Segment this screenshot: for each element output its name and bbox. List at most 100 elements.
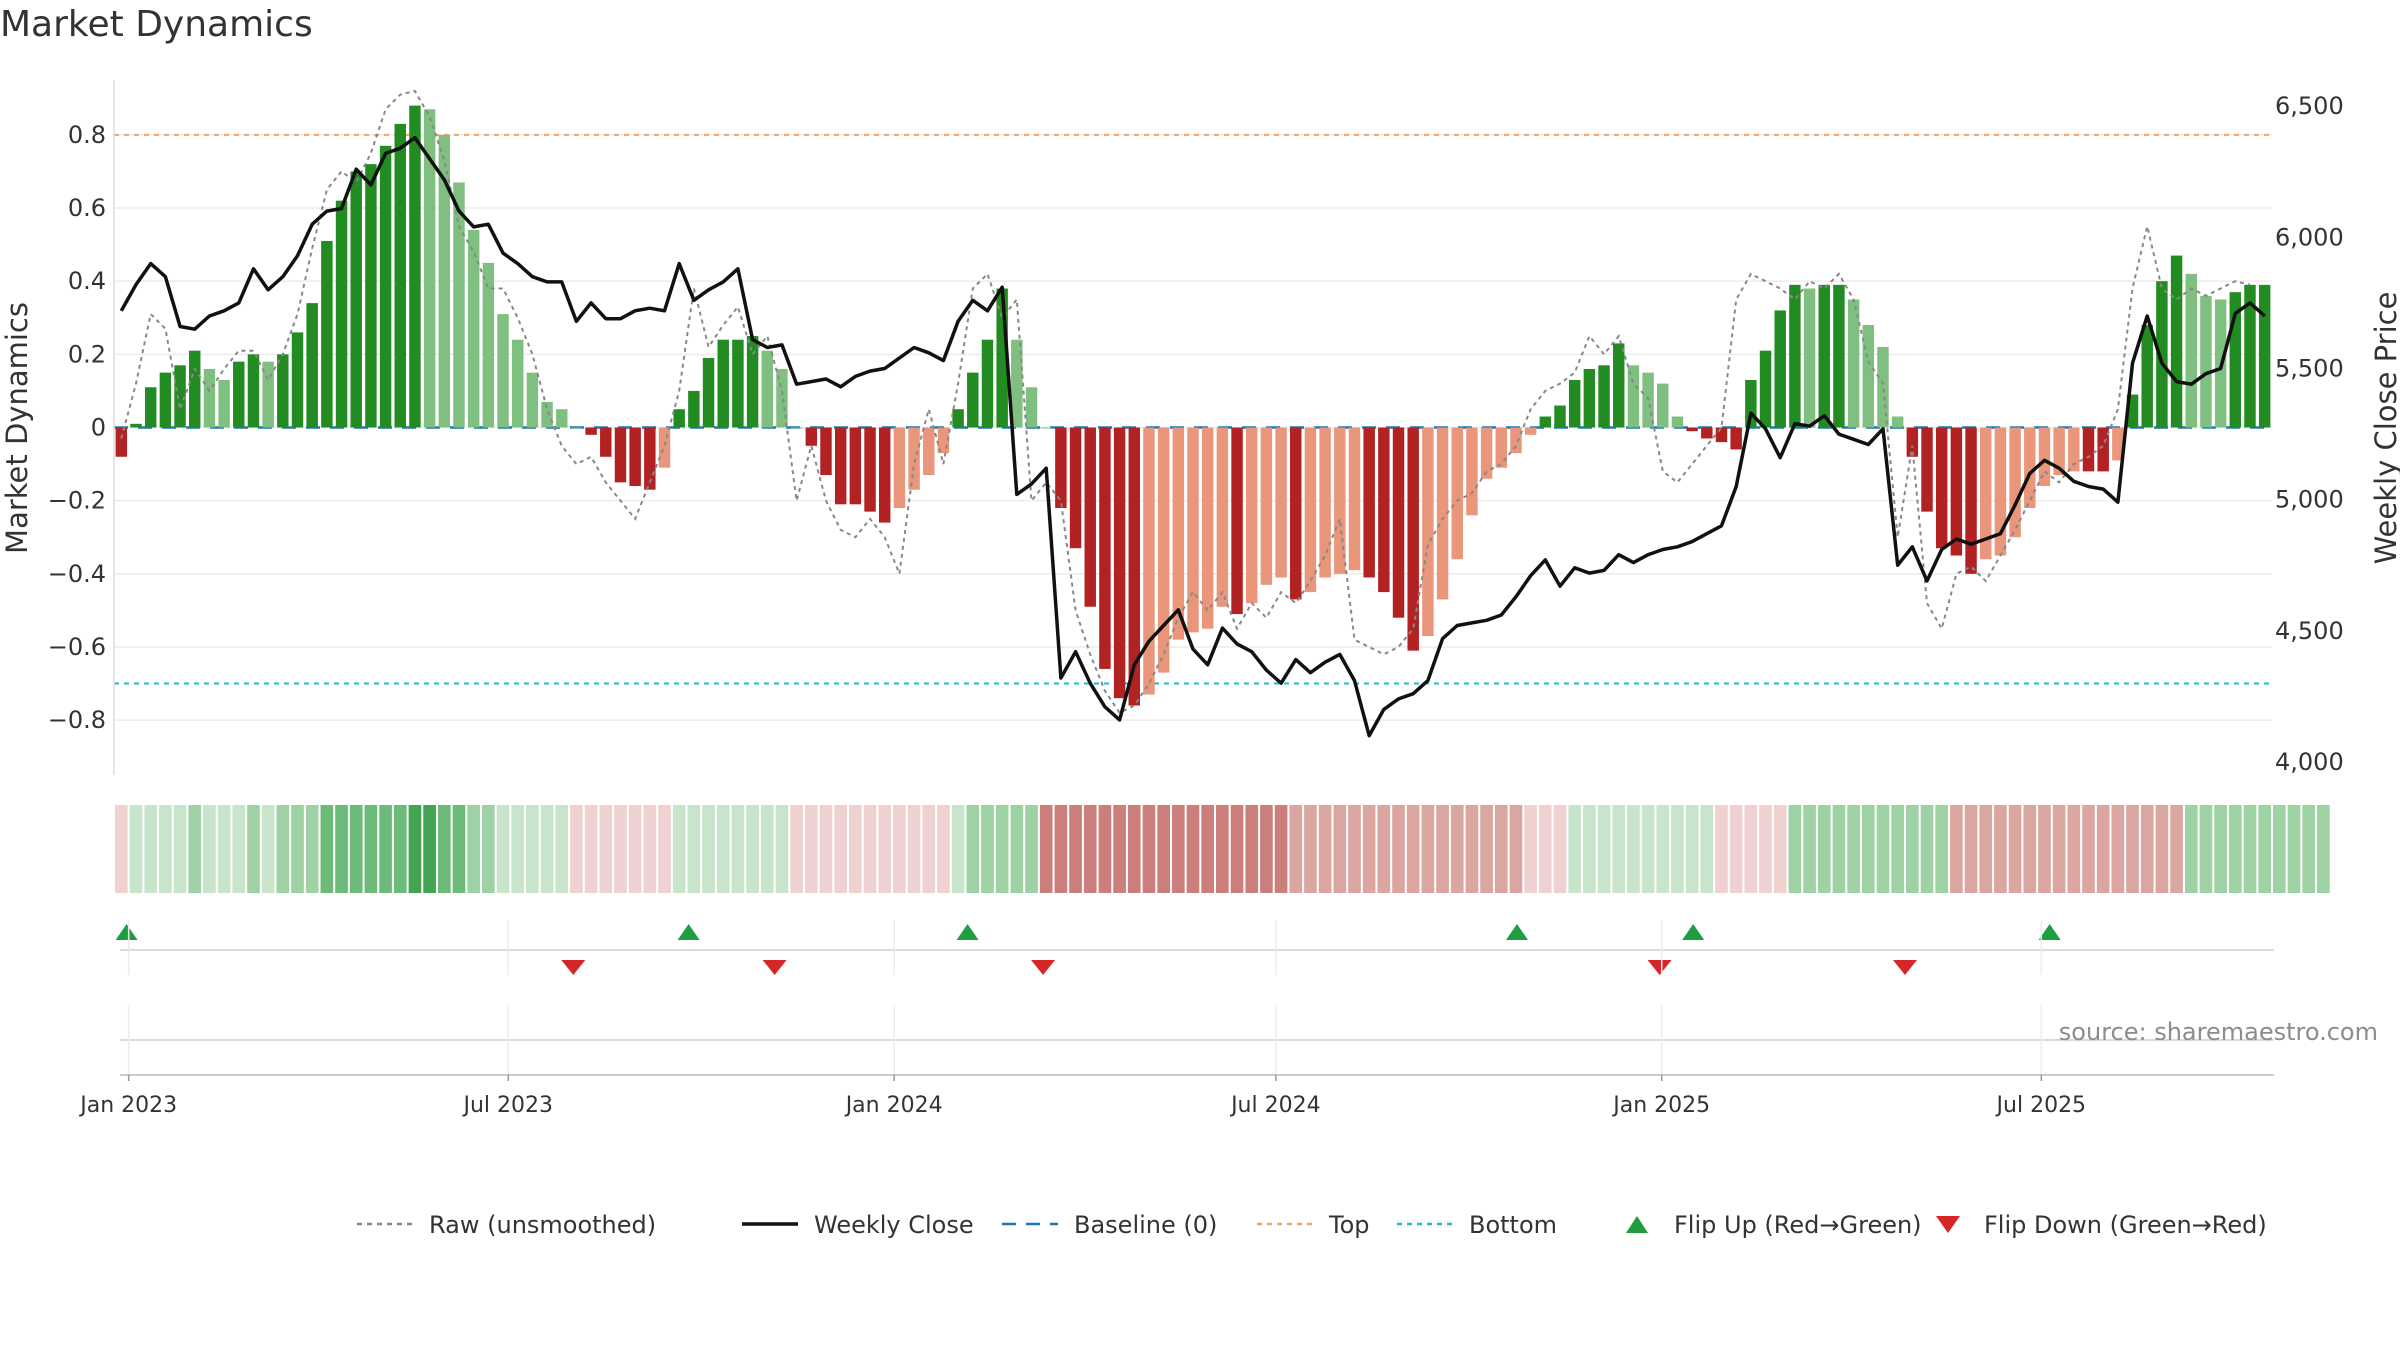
heatmap-cell <box>408 805 422 893</box>
chart-title: Market Dynamics <box>0 4 313 45</box>
y2-tick-label: 5,500 <box>2275 354 2344 382</box>
heatmap-cell <box>159 805 172 893</box>
heatmap-cell <box>1729 805 1743 893</box>
dynamics-bar <box>1715 427 1728 443</box>
dynamics-bar <box>467 229 480 428</box>
series-lines <box>119 89 2266 738</box>
dynamics-bar <box>1407 427 1419 651</box>
dynamics-bar <box>2009 427 2021 538</box>
heatmap-cell <box>1964 805 1978 893</box>
dynamics-bar <box>893 427 906 508</box>
heatmap-cell <box>1142 805 1156 893</box>
dynamics-bar <box>1862 325 1875 428</box>
heatmap-cell <box>2111 805 2125 893</box>
dynamics-bar <box>1172 427 1185 640</box>
dynamics-bar <box>761 350 773 428</box>
heatmap-cell <box>922 805 936 893</box>
dynamics-bar <box>277 354 289 428</box>
dynamics-bar <box>1422 427 1434 636</box>
heatmap-cell <box>1201 805 1215 893</box>
dynamics-bar <box>511 339 524 428</box>
dynamics-bar <box>1245 427 1258 604</box>
heatmap-cell <box>1656 805 1670 893</box>
dynamics-bar <box>2038 427 2051 487</box>
flip-down-marker <box>1031 960 1056 975</box>
heatmap-cell <box>1230 805 1244 893</box>
dynamics-bar <box>1627 365 1640 428</box>
dynamics-bar <box>952 409 964 428</box>
heatmap-cell <box>173 805 187 893</box>
heatmap-cell <box>1847 805 1860 893</box>
dynamics-bar <box>394 123 406 428</box>
dynamics-bar <box>556 409 568 428</box>
dynamics-bar <box>776 368 788 428</box>
flip-down-marker <box>1892 960 1917 975</box>
heatmap-cell <box>511 805 525 893</box>
legend-label: Weekly Close <box>814 1211 974 1239</box>
dynamics-bar <box>1025 387 1038 428</box>
legend-item-close: Weekly Close <box>742 1211 974 1239</box>
dynamics-bar <box>1730 427 1742 450</box>
heatmap-cell <box>1935 805 1949 893</box>
heatmap-cell <box>951 805 965 893</box>
heatmap-cell <box>1260 805 1273 893</box>
heatmap-cell <box>981 805 994 893</box>
heatmap-cell <box>1069 805 1082 893</box>
heatmap-cell <box>1832 805 1846 893</box>
heatmap-cell <box>599 805 613 893</box>
dynamics-bar <box>2200 295 2212 428</box>
heatmap-cell <box>1627 805 1640 893</box>
heatmap-cell <box>232 805 246 893</box>
heatmap-cell <box>1098 805 1112 893</box>
dynamics-bar <box>1701 427 1713 439</box>
dynamics-bar <box>482 262 495 428</box>
heatmap-cell <box>555 805 569 893</box>
date-axis: Jan 2023 Jul 2023 Jan 2024 Jul 2024 Jan 2025… <box>78 920 2274 1118</box>
dynamics-bar <box>864 427 876 512</box>
heatmap-cell <box>305 805 319 893</box>
heatmap-cell <box>1715 805 1728 893</box>
dynamics-bar <box>746 336 759 428</box>
heatmap-cell <box>804 805 818 893</box>
heatmap-cell <box>320 805 334 893</box>
heatmap-cell <box>335 805 348 893</box>
legend-label: Flip Up (Red→Green) <box>1674 1211 1922 1239</box>
dynamics-bar <box>203 368 216 428</box>
dynamics-bar <box>878 427 891 523</box>
dynamics-bar <box>1774 310 1786 428</box>
legend-item-top: Top <box>1257 1211 1370 1239</box>
dynamics-bar <box>1055 427 1067 508</box>
heatmap-cell <box>628 805 642 893</box>
weekly-close-line <box>119 135 2266 738</box>
heatmap-cell <box>863 805 877 893</box>
dynamics-bar <box>453 182 465 428</box>
heatmap-cell <box>2214 805 2227 893</box>
dynamics-bar <box>2185 273 2197 428</box>
axes: 0.8 0.6 0.4 0.2 0 −0.2 −0.4 −0.6 −0.8 6,500 6,000 5… <box>0 80 2400 776</box>
heatmap-cell <box>2008 805 2022 893</box>
dynamics-bar <box>1334 427 1346 574</box>
legend-label: Bottom <box>1469 1211 1557 1239</box>
y-tick-label: 0.6 <box>68 194 106 222</box>
flip-down-marker <box>762 960 787 975</box>
heatmap-cell <box>115 805 128 893</box>
heatmap-cell <box>1861 805 1875 893</box>
heatmap-cell <box>144 805 158 893</box>
dynamics-bar <box>1378 427 1390 593</box>
heatmap-cell <box>217 805 231 893</box>
legend-label: Flip Down (Green→Red) <box>1984 1211 2267 1239</box>
raw-series-line <box>120 89 2251 715</box>
dynamics-bar <box>1011 339 1023 428</box>
dynamics-bar <box>350 171 362 428</box>
heatmap-cell <box>1392 805 1405 893</box>
dynamics-bar <box>790 427 803 429</box>
dynamics-bar <box>1084 427 1096 607</box>
dynamics-bar <box>247 354 260 428</box>
heatmap-cell <box>261 805 275 893</box>
heatmap-cell <box>907 805 921 893</box>
dynamics-bar <box>629 427 641 487</box>
heatmap-cell <box>129 805 143 893</box>
dynamics-bar <box>365 164 377 428</box>
dynamics-bar <box>570 427 583 429</box>
flip-down-marker <box>561 960 586 975</box>
